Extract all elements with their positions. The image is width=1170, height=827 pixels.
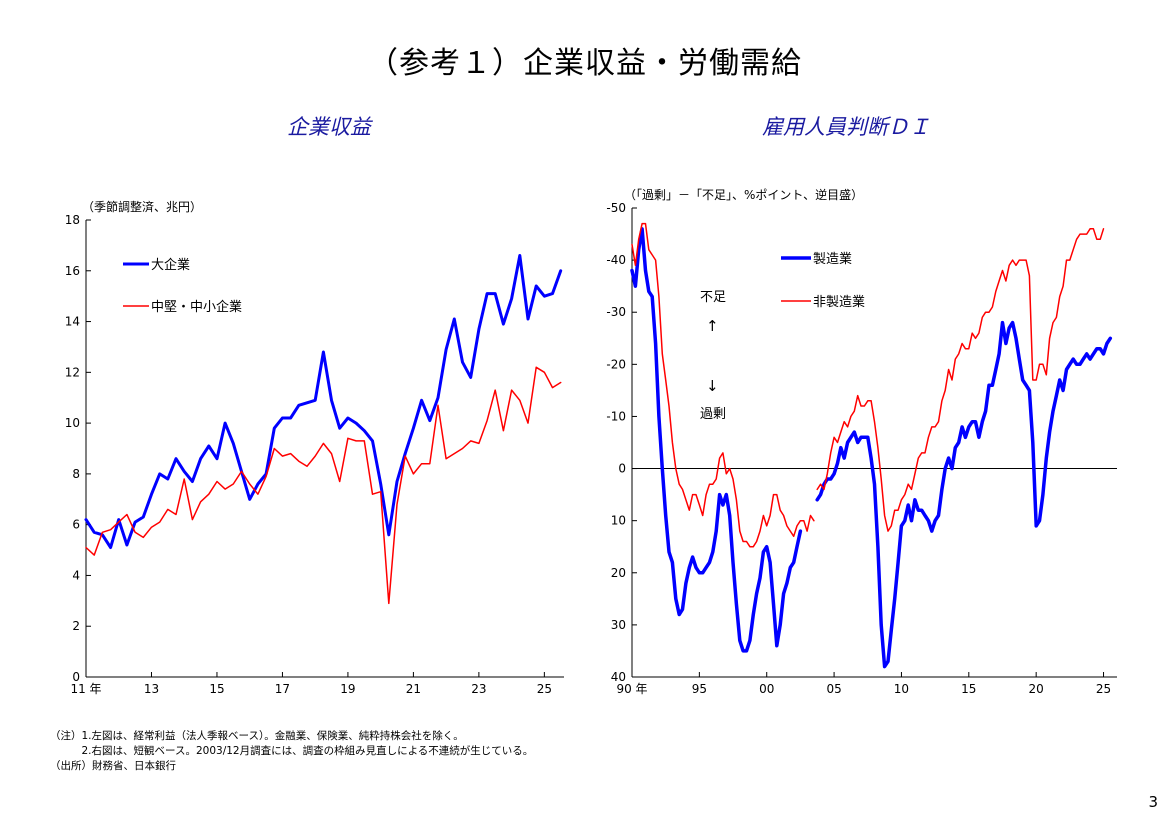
series-line-0 — [815, 320, 1113, 669]
y-tick-label: 0 — [618, 462, 626, 476]
legend-label-large-firms: 大企業 — [151, 257, 190, 273]
x-tick-label: 95 — [692, 682, 707, 696]
left-legend: 大企業 中堅・中小企業 — [123, 257, 242, 315]
y-tick-label: 8 — [72, 467, 80, 481]
series-line-1 — [816, 228, 1105, 532]
excess-label: 過剰 — [700, 407, 726, 422]
y-tick-label: 0 — [72, 670, 80, 684]
left-chart: （季節調整済、兆円） 0 2 4 6 8 10 12 14 16 18 11 年 13 15 17 19 2… — [65, 199, 564, 696]
legend-label-nonmanufacturing: 非製造業 — [813, 294, 865, 310]
x-tick-label: 00 — [759, 682, 774, 696]
shortage-label: 不足 — [700, 290, 726, 305]
y-tick-label: -10 — [606, 409, 626, 423]
x-tick-label: 23 — [471, 682, 486, 696]
y-tick-label: 30 — [611, 618, 626, 632]
left-chart-title: 企業収益 — [287, 115, 371, 139]
right-legend: 製造業 非製造業 — [781, 251, 865, 310]
series-line-0 — [630, 227, 803, 653]
right-series-lines — [630, 222, 1113, 669]
right-unit-label: （「過剰」－「不足」、%ポイント、逆目盛） — [624, 187, 863, 202]
page-title: （参考１）企業収益・労働需給 — [368, 46, 802, 81]
page-number: 3 — [1148, 793, 1158, 811]
y-tick-label: 10 — [65, 416, 80, 430]
y-tick-label: 2 — [72, 619, 80, 633]
y-tick-label: -20 — [606, 357, 626, 371]
x-tick-label: 15 — [209, 682, 224, 696]
right-chart-title: 雇用人員判断ＤＩ — [762, 115, 930, 139]
left-unit-label: （季節調整済、兆円） — [82, 199, 202, 214]
legend-label-sme: 中堅・中小企業 — [151, 299, 242, 315]
y-tick-label: -30 — [606, 305, 626, 319]
left-x-ticks: 11 年 13 15 17 19 21 23 25 — [70, 672, 552, 696]
x-tick-label: 25 — [1096, 682, 1111, 696]
y-tick-label: 6 — [72, 518, 80, 532]
x-tick-label: 20 — [1029, 682, 1044, 696]
left-series-lines — [84, 254, 563, 605]
down-arrow: ↓ — [706, 377, 719, 395]
x-tick-label: 25 — [537, 682, 552, 696]
footnote-1: （注）1.左図は、経常利益（法人季報ベース）。金融業、保険業、純粋持株会社を除く… — [50, 730, 464, 742]
y-tick-label: 14 — [65, 315, 80, 329]
series-line-1 — [85, 366, 562, 605]
x-tick-label: 90 年 — [616, 682, 647, 696]
x-tick-label: 05 — [826, 682, 841, 696]
y-tick-label: -50 — [606, 201, 626, 215]
x-tick-label: 19 — [340, 682, 355, 696]
x-tick-label: 15 — [961, 682, 976, 696]
left-y-ticks: 0 2 4 6 8 10 12 14 16 18 — [65, 213, 91, 684]
y-tick-label: 16 — [65, 264, 80, 278]
right-annotations: 不足 ↑ ↓ 過剰 — [700, 290, 726, 422]
y-tick-label: 20 — [611, 566, 626, 580]
y-tick-label: -40 — [606, 253, 626, 267]
series-line-1 — [631, 222, 815, 548]
legend-label-manufacturing: 製造業 — [813, 251, 852, 267]
x-tick-label: 11 年 — [70, 682, 101, 696]
y-tick-label: 10 — [611, 514, 626, 528]
y-tick-label: 40 — [611, 670, 626, 684]
up-arrow: ↑ — [706, 317, 719, 335]
footnote-2: 2.右図は、短観ベース。2003/12月調査には、調査の枠組み見直しによる不連続… — [50, 745, 534, 757]
y-tick-label: 12 — [65, 365, 80, 379]
footnote-source: （出所）財務省、日本銀行 — [50, 760, 176, 772]
right-chart: （「過剰」－「不足」、%ポイント、逆目盛） -50 -40 -30 -20 -10 0 10… — [606, 187, 1117, 696]
x-tick-label: 10 — [894, 682, 909, 696]
x-tick-label: 13 — [144, 682, 159, 696]
y-tick-label: 4 — [72, 568, 80, 582]
y-tick-label: 18 — [65, 213, 80, 227]
right-y-ticks: -50 -40 -30 -20 -10 0 10 20 30 40 — [606, 201, 637, 684]
footnotes: （注）1.左図は、経常利益（法人季報ベース）。金融業、保険業、純粋持株会社を除く… — [50, 729, 533, 774]
right-x-ticks: 90 年 95 00 05 10 15 20 25 — [616, 672, 1111, 696]
series-line-0 — [84, 254, 563, 549]
x-tick-label: 21 — [406, 682, 421, 696]
x-tick-label: 17 — [275, 682, 290, 696]
